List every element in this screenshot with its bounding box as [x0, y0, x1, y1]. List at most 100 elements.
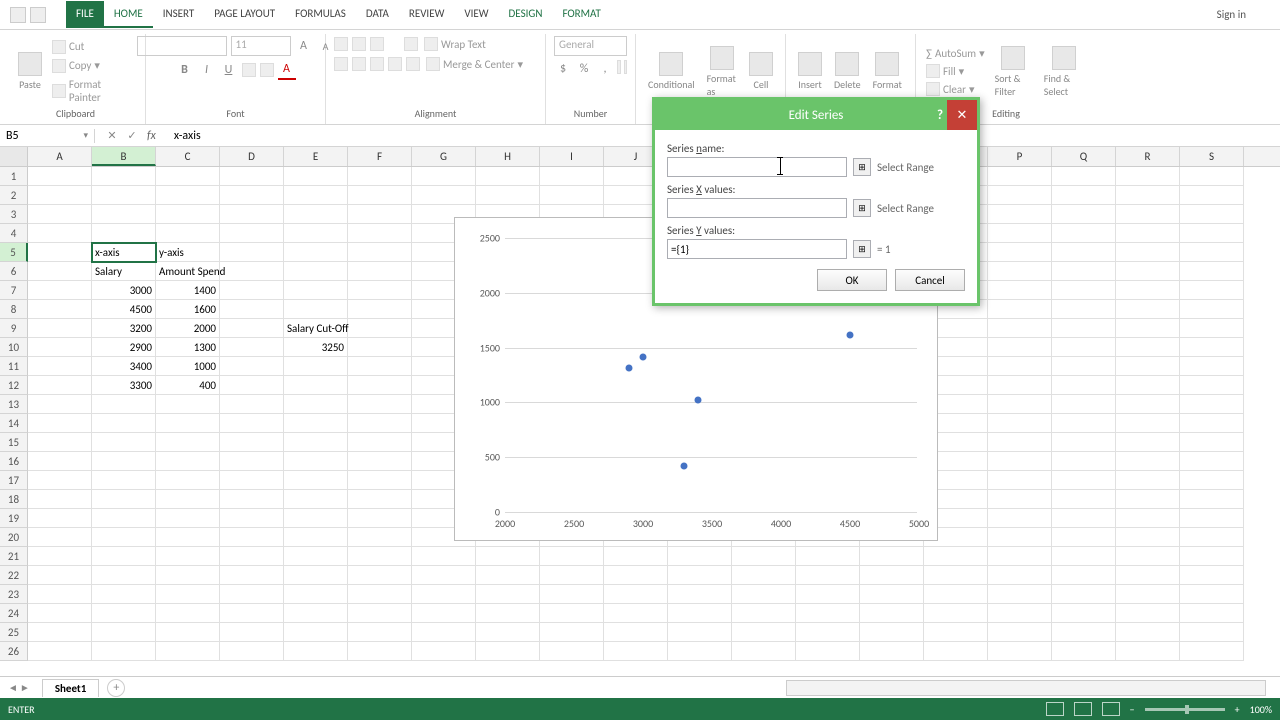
data-point[interactable]	[626, 364, 633, 371]
cell[interactable]	[348, 243, 412, 262]
cell[interactable]: 1600	[156, 300, 220, 319]
column-header[interactable]: S	[1180, 147, 1244, 166]
cell[interactable]	[1180, 452, 1244, 471]
format-painter-button[interactable]: Format Painter	[50, 77, 137, 105]
cell[interactable]: 3300	[92, 376, 156, 395]
sheet-nav-next-icon[interactable]: ►	[20, 681, 30, 694]
sheet-tab-1[interactable]: Sheet1	[42, 679, 100, 697]
cell[interactable]	[476, 585, 540, 604]
series-x-input[interactable]	[667, 198, 847, 218]
number-format-combo[interactable]: General	[554, 36, 627, 56]
row-header[interactable]: 23	[0, 585, 28, 604]
cell[interactable]	[92, 471, 156, 490]
copy-button[interactable]: Copy ▾	[50, 58, 137, 74]
cell[interactable]	[284, 186, 348, 205]
cell[interactable]	[92, 623, 156, 642]
cell[interactable]	[28, 338, 92, 357]
cell[interactable]	[1052, 262, 1116, 281]
fill-button[interactable]: Fill ▾	[924, 63, 987, 79]
ok-button[interactable]: OK	[817, 269, 887, 291]
cell[interactable]	[284, 642, 348, 661]
cell[interactable]	[1052, 300, 1116, 319]
cell[interactable]	[924, 547, 988, 566]
cell[interactable]	[156, 642, 220, 661]
cell[interactable]	[220, 604, 284, 623]
column-header[interactable]: Q	[1052, 147, 1116, 166]
cell[interactable]	[604, 566, 668, 585]
data-point[interactable]	[695, 397, 702, 404]
tab-page-layout[interactable]: PAGE LAYOUT	[204, 1, 285, 28]
font-color-button[interactable]: A	[278, 60, 296, 80]
cell[interactable]	[1052, 205, 1116, 224]
cell[interactable]	[604, 604, 668, 623]
cell[interactable]	[476, 547, 540, 566]
cell[interactable]	[988, 338, 1052, 357]
cell[interactable]	[284, 414, 348, 433]
cell[interactable]	[924, 604, 988, 623]
cell[interactable]	[412, 566, 476, 585]
cell[interactable]	[1052, 585, 1116, 604]
cell[interactable]	[988, 452, 1052, 471]
column-header[interactable]: B	[92, 147, 156, 166]
cell[interactable]	[732, 642, 796, 661]
cell[interactable]	[988, 357, 1052, 376]
cell[interactable]	[156, 414, 220, 433]
row-header[interactable]: 21	[0, 547, 28, 566]
cell[interactable]	[1116, 585, 1180, 604]
cell[interactable]	[1180, 300, 1244, 319]
cell[interactable]	[732, 547, 796, 566]
cell[interactable]	[1116, 243, 1180, 262]
cell[interactable]	[220, 509, 284, 528]
cell[interactable]	[220, 585, 284, 604]
cell[interactable]	[92, 528, 156, 547]
cell[interactable]	[604, 642, 668, 661]
cell[interactable]: Salary Cut-Off	[284, 319, 348, 338]
cell[interactable]	[988, 167, 1052, 186]
format-cells-button[interactable]: Format	[869, 50, 906, 93]
orientation-icon[interactable]	[404, 37, 418, 51]
cell[interactable]	[284, 205, 348, 224]
column-header[interactable]: E	[284, 147, 348, 166]
cell[interactable]	[1116, 414, 1180, 433]
cell[interactable]	[28, 243, 92, 262]
cell[interactable]	[28, 224, 92, 243]
row-header[interactable]: 18	[0, 490, 28, 509]
cell[interactable]	[540, 547, 604, 566]
cell[interactable]	[988, 243, 1052, 262]
cell[interactable]	[28, 186, 92, 205]
cell[interactable]	[860, 547, 924, 566]
cell[interactable]	[220, 433, 284, 452]
cell[interactable]	[988, 205, 1052, 224]
cell[interactable]	[1116, 490, 1180, 509]
cell[interactable]	[1052, 452, 1116, 471]
cell[interactable]	[540, 604, 604, 623]
cell[interactable]	[348, 452, 412, 471]
cell[interactable]	[1180, 357, 1244, 376]
cell[interactable]	[476, 623, 540, 642]
cell[interactable]	[924, 623, 988, 642]
cell[interactable]	[348, 319, 412, 338]
cell[interactable]	[348, 224, 412, 243]
cell[interactable]	[1180, 604, 1244, 623]
cell[interactable]	[284, 167, 348, 186]
cell[interactable]	[1180, 642, 1244, 661]
insert-cells-button[interactable]: Insert	[794, 50, 826, 93]
cell[interactable]	[476, 566, 540, 585]
cell[interactable]	[220, 452, 284, 471]
find-select-button[interactable]: Find & Select	[1040, 44, 1088, 100]
tab-home[interactable]: HOME	[104, 1, 153, 28]
cell[interactable]	[412, 642, 476, 661]
font-name-combo[interactable]	[137, 36, 227, 56]
add-sheet-icon[interactable]: +	[107, 679, 125, 697]
zoom-level[interactable]: 100%	[1250, 703, 1272, 716]
cell[interactable]	[348, 433, 412, 452]
cell[interactable]	[348, 167, 412, 186]
cell[interactable]	[28, 433, 92, 452]
row-header[interactable]: 16	[0, 452, 28, 471]
cell[interactable]	[284, 433, 348, 452]
cell[interactable]	[28, 471, 92, 490]
cell[interactable]	[156, 604, 220, 623]
data-point[interactable]	[847, 331, 854, 338]
horizontal-scrollbar[interactable]	[786, 680, 1266, 696]
cell[interactable]	[156, 585, 220, 604]
